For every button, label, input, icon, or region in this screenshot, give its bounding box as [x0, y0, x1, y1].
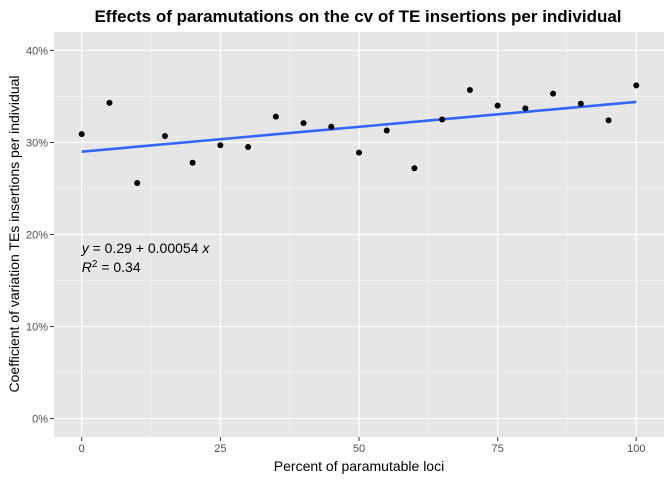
x-tick-label: 0 — [79, 443, 85, 455]
x-axis-title: Percent of paramutable loci — [274, 458, 444, 474]
x-tick-label: 25 — [214, 443, 226, 455]
data-points-layer — [78, 82, 640, 186]
equation-y-symbol: y — [81, 240, 90, 256]
regression-line-layer — [81, 100, 637, 153]
y-tick-label: 30% — [26, 137, 48, 149]
data-point — [439, 116, 446, 123]
data-point — [577, 100, 584, 107]
data-point — [106, 99, 113, 106]
data-point — [78, 131, 85, 138]
regression-equation: y = 0.29 + 0.00054 x — [81, 240, 211, 256]
axis-ticks — [50, 49, 637, 441]
r-squared-value: = 0.34 — [97, 259, 140, 275]
x-tick-label: 100 — [627, 443, 645, 455]
data-point — [605, 117, 612, 124]
y-tick-label: 20% — [26, 230, 48, 242]
data-point — [245, 144, 252, 151]
data-point — [328, 123, 335, 130]
data-point — [300, 120, 307, 127]
data-point — [383, 127, 390, 134]
data-point — [134, 179, 141, 186]
data-point — [356, 149, 362, 156]
chart-title: Effects of paramutations on the cv of TE… — [94, 7, 621, 26]
data-point — [633, 82, 640, 89]
y-axis-title: Coefficient of variation TEs insertions … — [6, 76, 22, 393]
x-tick-label: 50 — [353, 443, 365, 455]
data-point — [411, 165, 418, 172]
regression-line — [81, 100, 637, 153]
data-point — [161, 133, 168, 140]
r-squared-symbol: R — [82, 259, 92, 275]
r-squared-label: R2 = 0.34 — [82, 258, 141, 275]
y-tick-label: 10% — [26, 322, 48, 334]
y-tick-label: 40% — [26, 45, 48, 57]
data-point — [272, 113, 279, 120]
y-tick-label: 0% — [32, 414, 48, 426]
data-point — [466, 86, 473, 93]
r-squared-exponent: 2 — [92, 258, 98, 269]
major-gridlines — [54, 32, 664, 437]
data-point — [217, 142, 224, 149]
equation-body: = 0.29 + 0.00054 — [89, 240, 203, 256]
tick-labels: 0 25 50 75 100 0% 10% 20% 30% 40% — [26, 45, 645, 455]
data-point — [494, 102, 501, 109]
x-tick-label: 75 — [492, 443, 504, 455]
equation-x-symbol: x — [201, 240, 210, 256]
data-point — [550, 90, 557, 97]
data-point — [522, 105, 529, 112]
data-point — [189, 159, 196, 166]
